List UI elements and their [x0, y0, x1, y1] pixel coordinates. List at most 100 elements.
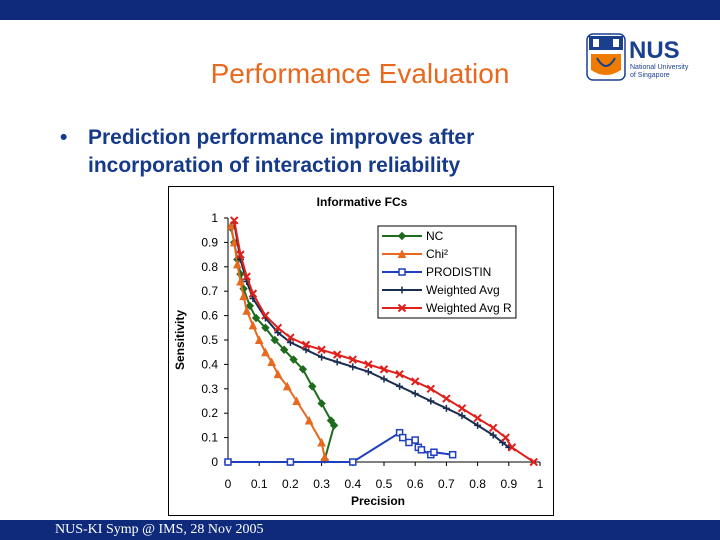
- data-point-weighted-avg-r: [236, 250, 245, 259]
- data-point-nc: [261, 323, 270, 333]
- data-point-nc: [251, 313, 261, 323]
- data-point-weighted-avg-r: [488, 423, 498, 433]
- data-point-weighted-avg: [364, 368, 372, 376]
- data-point-weighted-avg-r: [457, 404, 467, 413]
- data-point-weighted-avg: [349, 363, 357, 371]
- y-tick-label: 0.4: [201, 357, 218, 371]
- data-point-weighted-avg-r: [364, 360, 373, 369]
- bullet-text: Prediction performance improves after in…: [88, 126, 475, 177]
- data-point-nc: [298, 365, 308, 374]
- data-point-chi: [242, 306, 252, 315]
- legend-label-chi: Chi²: [426, 247, 448, 261]
- data-point-weighted-avg-r: [473, 413, 482, 423]
- data-point-weighted-avg: [380, 375, 388, 383]
- data-point-weighted-avg: [474, 421, 482, 429]
- data-point-chi: [254, 335, 264, 344]
- data-point-prodistin: [224, 458, 232, 466]
- data-point-chi: [229, 237, 239, 247]
- logo-wordmark: NUS: [629, 37, 680, 64]
- series-line-chi: [230, 225, 326, 458]
- data-point-prodistin: [405, 438, 413, 447]
- data-point-weighted-avg-r: [230, 216, 239, 225]
- top-banner: [0, 0, 720, 20]
- y-tick-label: 0.1: [201, 431, 218, 445]
- data-point-weighted-avg-r: [317, 345, 326, 354]
- data-point-weighted-avg: [302, 346, 310, 354]
- data-point-weighted-avg-r: [379, 365, 389, 374]
- x-tick-label: 1: [537, 477, 544, 491]
- data-point-chi: [292, 396, 301, 405]
- data-point-chi: [267, 357, 276, 366]
- logo-line1: National University: [630, 64, 689, 71]
- data-point-weighted-avg: [274, 329, 282, 337]
- data-point-prodistin: [417, 446, 426, 454]
- bottom-banner: [0, 520, 720, 540]
- data-point-chi: [248, 320, 258, 330]
- data-point-chi: [239, 291, 248, 301]
- crest-icon: [586, 33, 626, 81]
- data-point-weighted-avg: [442, 404, 450, 412]
- data-point-prodistin: [286, 458, 295, 466]
- data-point-prodistin: [448, 450, 457, 459]
- data-point-nc: [270, 335, 280, 345]
- y-tick-label: 1: [211, 211, 218, 225]
- y-tick-label: 0.7: [201, 284, 218, 298]
- logo-line2: of Singapore: [630, 72, 670, 79]
- data-point-weighted-avg: [286, 338, 294, 346]
- data-point-weighted-avg: [318, 353, 326, 361]
- data-point-weighted-avg: [427, 397, 435, 405]
- data-point-prodistin: [398, 433, 407, 442]
- chart-title: Informative FCs: [317, 195, 408, 209]
- data-point-prodistin: [430, 448, 438, 456]
- x-tick-label: 0.8: [469, 477, 486, 491]
- slide-title: Performance Evaluation: [210, 58, 510, 89]
- data-point-weighted-avg: [411, 390, 419, 398]
- data-point-chi: [273, 369, 283, 379]
- y-tick-label: 0: [211, 455, 218, 469]
- bullet-marker: •: [60, 126, 68, 149]
- data-point-weighted-avg-r: [301, 340, 311, 350]
- y-tick-label: 0.9: [201, 235, 218, 249]
- legend-marker-chi: [397, 249, 407, 258]
- x-axis-label: Precision: [351, 494, 405, 508]
- x-tick-label: 0.7: [438, 477, 455, 491]
- legend-marker-nc: [397, 231, 407, 241]
- data-point-weighted-avg-r: [332, 350, 342, 359]
- data-point-weighted-avg: [396, 382, 404, 390]
- x-tick-label: 0.9: [500, 477, 517, 491]
- x-tick-label: 0.2: [282, 477, 299, 491]
- legend-marker-weighted-avg: [398, 286, 406, 294]
- bullet-point: • Prediction performance improves after …: [60, 124, 560, 180]
- legend-label-prodistin: PRODISTIN: [426, 265, 491, 279]
- series-line-weighted-avg: [233, 222, 510, 449]
- data-point-weighted-avg: [458, 412, 466, 420]
- y-tick-label: 0.8: [201, 260, 218, 274]
- y-tick-label: 0.6: [201, 309, 218, 323]
- legend-label-nc: NC: [426, 229, 444, 243]
- x-tick-label: 0.5: [376, 477, 393, 491]
- y-tick-label: 0.5: [201, 333, 218, 347]
- data-point-prodistin: [349, 458, 357, 466]
- data-point-chi: [261, 347, 270, 357]
- data-point-weighted-avg-r: [242, 272, 251, 281]
- legend-label-weighted-avg-r: Weighted Avg R: [426, 301, 512, 315]
- data-point-weighted-avg-r: [395, 369, 404, 379]
- data-point-weighted-avg-r: [273, 323, 283, 333]
- data-point-weighted-avg-r: [442, 394, 451, 403]
- data-point-chi: [282, 381, 292, 391]
- data-point-nc: [329, 421, 339, 430]
- y-tick-label: 0.3: [201, 382, 218, 396]
- data-point-nc: [245, 301, 255, 311]
- data-point-weighted-avg-r: [261, 311, 270, 320]
- data-point-chi: [236, 276, 245, 286]
- data-point-nc: [279, 345, 289, 354]
- data-point-weighted-avg-r: [348, 355, 358, 364]
- nus-logo: NUS National University of Singapore: [586, 33, 689, 81]
- data-point-nc: [317, 399, 326, 408]
- data-point-weighted-avg: [333, 358, 341, 366]
- data-point-nc: [326, 416, 336, 425]
- data-point-weighted-avg-r: [410, 377, 420, 386]
- data-point-chi: [233, 259, 242, 269]
- data-point-prodistin: [411, 436, 419, 444]
- data-point-weighted-avg-r: [286, 333, 295, 342]
